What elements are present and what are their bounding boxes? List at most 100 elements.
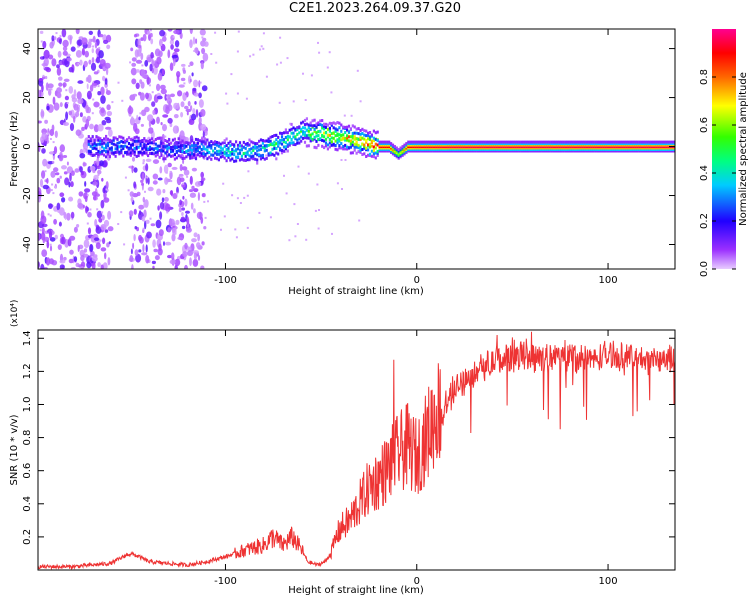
noise-cell — [41, 109, 44, 112]
noise-cell — [70, 46, 76, 52]
noise-cell — [91, 82, 98, 86]
ridge-cell — [321, 123, 324, 127]
ridge-cell — [344, 136, 347, 140]
ridge-cell — [567, 140, 571, 144]
ridge-cell — [355, 145, 358, 149]
noise-cell — [159, 202, 165, 210]
noise-cell — [135, 253, 142, 263]
ridge-cell — [416, 140, 419, 144]
ridge-cell — [192, 153, 196, 157]
ridge-cell — [326, 123, 329, 127]
noise-cell — [139, 92, 145, 101]
ridge-cell — [292, 131, 295, 135]
ridge-cell — [330, 136, 333, 140]
ridge-cell — [219, 151, 222, 155]
ridge-cell — [481, 140, 484, 144]
ridge-cell — [302, 132, 305, 136]
noise-cell — [328, 51, 331, 54]
ridge-cell — [556, 140, 559, 144]
ridge-cell — [346, 138, 349, 142]
ridge-cell — [435, 140, 439, 144]
ridge-cell — [351, 143, 354, 147]
noise-cell — [177, 236, 184, 240]
ridge-cell — [265, 144, 268, 148]
noise-cell — [68, 110, 73, 116]
noise-cell — [189, 39, 193, 49]
noise-cell — [160, 122, 163, 126]
ridge-cell — [143, 137, 146, 141]
ridge-cell — [412, 140, 416, 144]
ridge-cell — [173, 137, 176, 141]
ridge-cell — [118, 145, 121, 149]
ridge-cell — [506, 140, 509, 144]
noise-cell — [314, 209, 317, 212]
ridge-cell — [472, 140, 475, 144]
noise-cell — [193, 188, 199, 193]
ridge-cell — [103, 147, 106, 151]
ridge-cell — [198, 151, 201, 155]
noise-cell — [61, 236, 66, 245]
ridge-cell — [275, 147, 278, 150]
ridge-cell — [587, 140, 590, 144]
noise-cell — [141, 182, 144, 186]
ridge-cell — [231, 148, 234, 151]
noise-cell — [139, 79, 143, 84]
ridge-cell — [183, 156, 186, 160]
ridge-cell — [114, 147, 117, 151]
noise-cell — [302, 72, 304, 75]
ridge-cell — [573, 140, 576, 144]
ridge-cell — [208, 155, 211, 159]
ridge-cell — [267, 140, 270, 143]
noise-cell — [179, 164, 183, 172]
ridge-cell — [112, 138, 115, 142]
ridge-cell — [204, 147, 207, 151]
noise-cell — [150, 52, 154, 59]
noise-cell — [97, 123, 104, 132]
ridge-cell — [569, 140, 572, 144]
noise-cell — [68, 258, 74, 264]
ridge-cell — [315, 139, 318, 143]
noise-cell — [59, 192, 65, 197]
ridge-cell — [214, 146, 217, 150]
bot-ytick-label: 1.2 — [22, 363, 33, 379]
ridge-cell — [370, 154, 373, 158]
ridge-cell — [428, 140, 431, 144]
ridge-cell — [183, 151, 186, 154]
noise-cell — [167, 254, 172, 259]
noise-cell — [171, 252, 175, 260]
ridge-cell — [541, 140, 544, 144]
noise-cell — [42, 40, 47, 49]
ridge-cell — [246, 152, 249, 156]
noise-cell — [130, 196, 134, 202]
ridge-cell — [219, 142, 222, 146]
noise-cell — [157, 205, 160, 211]
noise-cell — [161, 68, 165, 76]
noise-cell — [177, 90, 183, 97]
ridge-cell — [221, 147, 224, 151]
ridge-cell — [588, 140, 592, 144]
ridge-cell — [359, 129, 362, 132]
noise-cell — [75, 111, 80, 118]
noise-cell — [296, 223, 299, 225]
ridge-cell — [194, 149, 198, 153]
noise-cell — [87, 74, 92, 84]
ridge-cell — [158, 155, 161, 159]
ridge-cell — [273, 153, 276, 157]
colorbar-tick-label: 0.8 — [699, 69, 710, 85]
ridge-cell — [317, 134, 320, 138]
ridge-cell — [537, 140, 540, 144]
ridge-cell — [324, 131, 328, 135]
noise-cell — [258, 211, 261, 214]
noise-cell — [200, 177, 206, 181]
noise-cell — [102, 187, 106, 194]
noise-cell — [180, 111, 184, 118]
ridge-cell — [294, 127, 297, 131]
ridge-cell — [391, 143, 395, 147]
ridge-cell — [129, 153, 132, 157]
ridge-cell — [294, 135, 297, 139]
noise-cell — [304, 99, 307, 101]
noise-cell — [117, 223, 120, 225]
ridge-cell — [324, 126, 328, 129]
noise-cell — [49, 138, 52, 140]
ridge-cell — [267, 143, 270, 147]
